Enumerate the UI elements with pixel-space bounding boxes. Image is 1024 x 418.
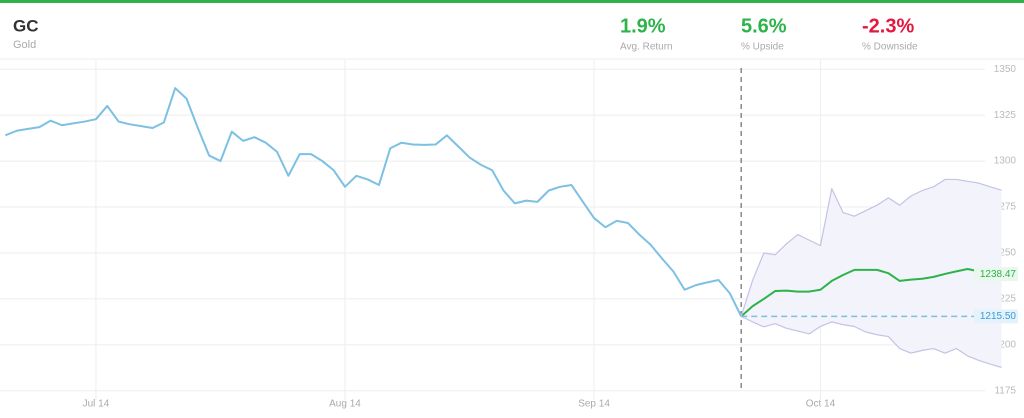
series-line (740, 267, 1002, 318)
y-tick-label: 1175 (994, 385, 1016, 396)
x-tick-label: Aug 14 (329, 399, 361, 410)
x-tick-label: Jul 14 (83, 399, 110, 410)
y-tick-label: 1325 (994, 110, 1017, 121)
y-tick-label: 1225 (994, 294, 1017, 305)
value-label: 1238.47 (980, 269, 1017, 280)
stat-value: 1.9% (620, 15, 666, 37)
top-bar (0, 0, 1024, 3)
y-tick-label: 1350 (994, 64, 1017, 75)
series-line (740, 178, 1002, 317)
y-tick-label: 1275 (994, 202, 1017, 213)
y-tick-label: 1300 (994, 156, 1017, 167)
x-tick-label: Sep 14 (578, 399, 610, 410)
value-label-bg (974, 309, 1018, 324)
stat-label: % Upside (741, 42, 784, 53)
chart-subtitle: Gold (13, 39, 36, 51)
stat-value: -2.3% (862, 15, 914, 37)
stat-label: % Downside (862, 42, 918, 53)
y-tick-label: 1250 (994, 248, 1017, 259)
y-tick-label: 1200 (994, 340, 1017, 351)
range-fill (741, 179, 1002, 368)
value-label-bg (974, 267, 1018, 282)
x-tick-label: Oct 14 (806, 399, 836, 410)
chart-title: GC (13, 16, 39, 35)
series-line (740, 315, 1002, 369)
series-line (5, 87, 743, 317)
stat-label: Avg. Return (620, 42, 673, 53)
value-label: 1215.50 (980, 311, 1017, 322)
stat-value: 5.6% (741, 15, 787, 37)
